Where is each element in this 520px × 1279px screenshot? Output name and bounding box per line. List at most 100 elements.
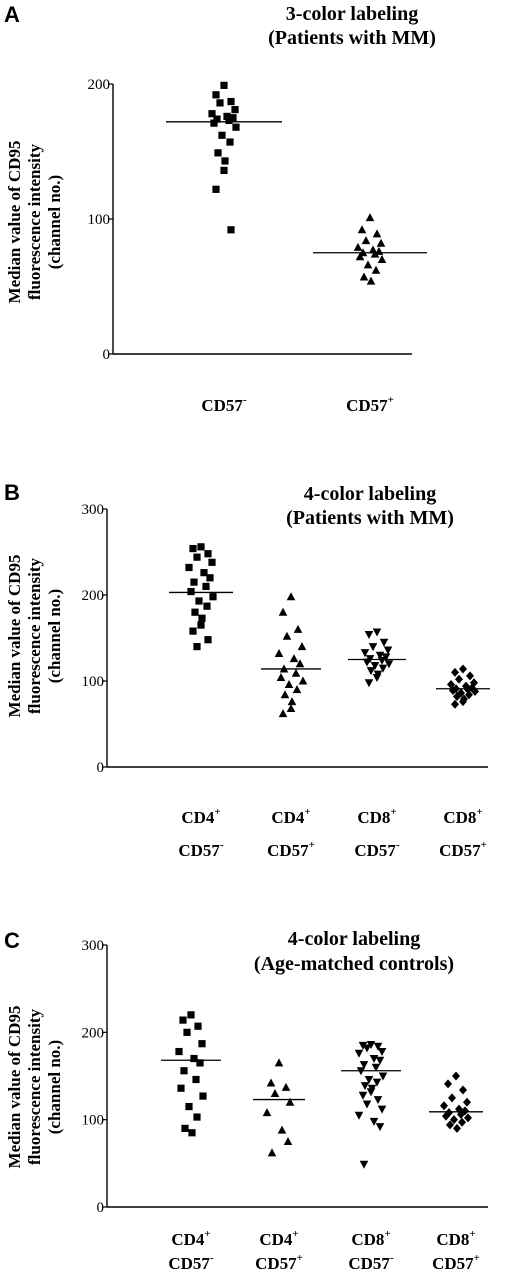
- data-point: [267, 1148, 277, 1157]
- data-point: [227, 226, 235, 234]
- data-point: [276, 673, 286, 682]
- data-point: [208, 558, 216, 566]
- data-point: [463, 1097, 471, 1107]
- data-point: [198, 614, 206, 622]
- data-point: [193, 553, 201, 561]
- data-point: [359, 1160, 369, 1169]
- data-point: [227, 97, 235, 106]
- data-point: [210, 119, 218, 127]
- data-point: [197, 621, 205, 629]
- data-point: [451, 667, 459, 677]
- data-point: [464, 1113, 472, 1123]
- data-point: [372, 229, 382, 238]
- data-point: [190, 578, 198, 586]
- data-point: [218, 131, 226, 139]
- data-point: [365, 213, 375, 222]
- data-point: [366, 667, 376, 676]
- data-point: [453, 691, 461, 701]
- panel-a: A 3-color labeling(Patients with MM) Media…: [4, 2, 436, 415]
- data-point: [295, 659, 305, 668]
- data-point: [451, 699, 459, 709]
- y-tick-label: 300: [82, 938, 105, 954]
- y-tick-label: 200: [82, 1025, 105, 1041]
- data-point: [372, 628, 382, 637]
- data-point: [286, 592, 296, 601]
- data-point: [358, 1091, 368, 1100]
- data-point: [384, 660, 394, 669]
- data-point: [359, 272, 369, 281]
- data-point: [204, 550, 212, 558]
- x-category-label: CD8+: [436, 1228, 475, 1249]
- data-point: [281, 1082, 291, 1091]
- data-point: [448, 1093, 456, 1103]
- panel-letter: C: [4, 928, 20, 953]
- data-point: [360, 1082, 370, 1091]
- data-point: [204, 636, 212, 644]
- data-point: [200, 569, 208, 577]
- data-point: [223, 112, 231, 120]
- panel-letter: A: [4, 2, 20, 27]
- data-point: [189, 627, 197, 635]
- data-point: [188, 1129, 196, 1137]
- data-point: [373, 1096, 383, 1105]
- x-category-label: CD57-: [354, 839, 400, 860]
- data-point: [371, 1063, 381, 1072]
- series-1: [166, 81, 282, 234]
- data-point: [193, 1113, 201, 1121]
- series-3: [348, 628, 406, 688]
- data-point: [375, 1056, 385, 1065]
- data-point: [181, 1124, 189, 1132]
- y-axis-label: Median value of CD95 fluorescence intensi…: [5, 1006, 64, 1169]
- data-point: [226, 138, 234, 146]
- data-point: [366, 276, 376, 285]
- data-point: [377, 255, 387, 263]
- data-point: [360, 649, 370, 658]
- data-point: [180, 1067, 188, 1075]
- y-axis-label: Median value of CD95 fluorescence intensi…: [5, 141, 64, 304]
- chart-subtitle: (Patients with MM): [286, 507, 454, 529]
- data-point: [383, 646, 393, 655]
- data-point: [202, 582, 210, 590]
- data-point: [274, 648, 284, 657]
- y-axis-label-line: Median value of CD95: [5, 1006, 24, 1169]
- data-point: [450, 1115, 458, 1125]
- data-point: [354, 1111, 364, 1120]
- y-axis-label-line: fluorescence intensity: [25, 144, 44, 300]
- series-4: [429, 1071, 483, 1133]
- x-category-label: CD57+: [439, 839, 487, 860]
- series-4: [436, 664, 490, 709]
- data-point: [361, 236, 371, 245]
- data-point: [372, 674, 382, 683]
- data-point: [355, 252, 365, 261]
- data-point: [212, 91, 220, 99]
- x-category-label: CD4+: [259, 1228, 298, 1249]
- data-point: [465, 690, 473, 700]
- data-point: [377, 1105, 387, 1114]
- data-point: [369, 1117, 379, 1126]
- x-category-label: CD8+: [351, 1228, 390, 1249]
- y-axis-label-line: fluorescence intensity: [25, 1009, 44, 1165]
- series-2: [253, 1058, 305, 1157]
- series-1: [161, 1011, 221, 1137]
- y-tick-label: 0: [97, 1200, 105, 1216]
- data-point: [175, 1047, 183, 1056]
- x-category-label: CD57+: [346, 394, 394, 415]
- data-point: [364, 631, 374, 640]
- y-tick-label: 0: [97, 760, 105, 776]
- data-point: [381, 653, 391, 662]
- data-point: [459, 1085, 467, 1095]
- x-category-label: CD4+: [181, 806, 220, 827]
- y-axis-label-line: (channel no.): [45, 589, 64, 683]
- chart-subtitle: (Patients with MM): [268, 27, 436, 49]
- data-point: [362, 1044, 372, 1053]
- data-point: [187, 1011, 195, 1019]
- data-point: [442, 1111, 450, 1121]
- y-axis-label-line: fluorescence intensity: [25, 558, 44, 714]
- y-axis-label-line: (channel no.): [45, 175, 64, 269]
- data-point: [359, 1061, 369, 1070]
- data-point: [370, 249, 380, 258]
- data-point: [378, 664, 388, 673]
- y-axis-label: Median value of CD95 fluorescence intensi…: [5, 555, 64, 718]
- x-category-label: CD57-: [201, 394, 247, 415]
- data-point: [453, 1123, 461, 1133]
